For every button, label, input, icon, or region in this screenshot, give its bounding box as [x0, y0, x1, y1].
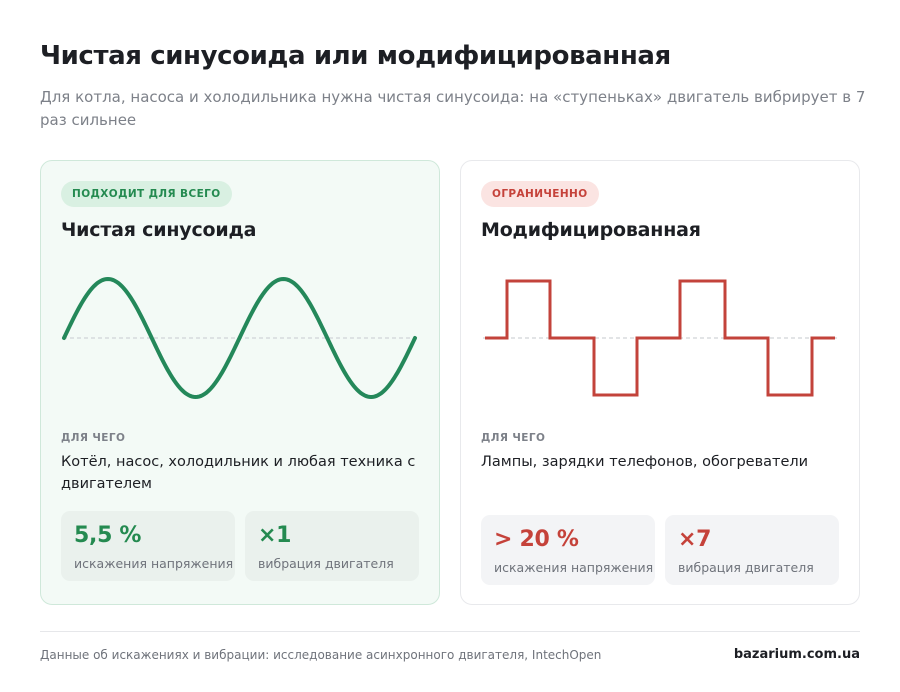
status-badge: ПОДХОДИТ ДЛЯ ВСЕГО — [61, 181, 232, 207]
distortion-stat: 5,5 % искажения напряжения — [61, 511, 235, 581]
pure-sine-card: ПОДХОДИТ ДЛЯ ВСЕГО Чистая синусоида ДЛЯ … — [40, 160, 440, 605]
stat-value: 5,5 % — [74, 523, 142, 548]
stat-label: искажения напряжения — [494, 560, 654, 575]
stat-label: вибрация двигателя — [678, 560, 814, 575]
page-title: Чистая синусоида или модифицированная — [40, 41, 671, 71]
usage-text: Лампы, зарядки телефонов, обогреватели — [481, 454, 809, 470]
stat-label: вибрация двигателя — [258, 556, 394, 571]
sine-wave — [62, 276, 417, 400]
usage-label: ДЛЯ ЧЕГО — [481, 432, 546, 444]
modified-wave-diagram — [483, 279, 839, 397]
usage-label: ДЛЯ ЧЕГО — [61, 432, 126, 444]
page-subtitle: Для котла, насоса и холодильника нужна ч… — [40, 88, 866, 129]
stat-value: ×1 — [258, 523, 292, 548]
stat-label: искажения напряжения — [74, 556, 234, 571]
vibration-stat: ×7 вибрация двигателя — [665, 515, 839, 585]
sine-wave-diagram — [62, 276, 419, 400]
distortion-stat: > 20 % искажения напряжения — [481, 515, 655, 585]
footer-divider — [40, 631, 860, 632]
source-note: Данные об искажениях и вибрации: исследо… — [40, 648, 602, 662]
modified-wave — [485, 279, 835, 397]
card-title: Модифицированная — [481, 219, 701, 241]
modified-sine-card: ОГРАНИЧЕННО Модифицированная ДЛЯ ЧЕГО Ла… — [460, 160, 860, 605]
stat-value: > 20 % — [494, 527, 579, 552]
vibration-stat: ×1 вибрация двигателя — [245, 511, 419, 581]
stat-value: ×7 — [678, 527, 712, 552]
brand-link[interactable]: bazarium.com.ua — [733, 647, 860, 662]
status-badge: ОГРАНИЧЕННО — [481, 181, 599, 207]
usage-text: Котёл, насос, холодильник и любая техник… — [61, 454, 416, 492]
card-title: Чистая синусоида — [61, 219, 257, 241]
